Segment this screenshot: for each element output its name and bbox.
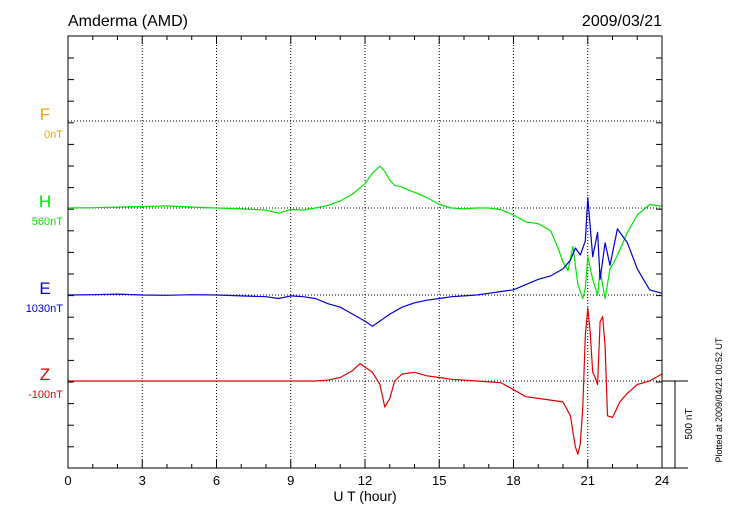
x-tick-label: 9 (287, 473, 294, 488)
x-tick-label: 12 (358, 473, 372, 488)
x-axis: 0 3 6 9 12 15 18 21 24 (64, 36, 669, 488)
component-name-h: H (39, 192, 51, 211)
series-line-h (67, 165, 663, 300)
series-line-e (67, 197, 663, 327)
x-tick-label: 0 (64, 473, 71, 488)
scale-bar-label: 500 nT (684, 408, 695, 439)
scale-bar: 500 nT (662, 380, 695, 469)
x-tick-label: 6 (213, 473, 220, 488)
series-line-z (68, 307, 663, 455)
component-baseline-f: 0nT (44, 129, 63, 141)
x-tick-label: 3 (139, 473, 146, 488)
x-tick-label: 15 (432, 473, 446, 488)
x-tick-label: 24 (655, 473, 669, 488)
component-name-e: E (39, 279, 50, 298)
component-name-f: F (40, 105, 50, 124)
x-tick-label: 18 (506, 473, 520, 488)
chart-date: 2009/03/21 (582, 13, 662, 30)
component-name-z: Z (40, 365, 50, 384)
series-layer (67, 165, 663, 455)
chart-title: Amderma (AMD) (68, 13, 188, 30)
plotted-footer: Plotted at 2009/04/21 00:52 UT (714, 337, 724, 463)
x-axis-label: U T (hour) (333, 488, 396, 504)
x-tick-label: 21 (581, 473, 595, 488)
component-baseline-h: 560nT (32, 216, 63, 228)
component-labels: F 0nT H 560nT E 1030nT Z -100nT (26, 105, 64, 401)
grid (68, 36, 662, 468)
component-baseline-z: -100nT (28, 389, 63, 401)
component-baseline-e: 1030nT (26, 303, 64, 315)
